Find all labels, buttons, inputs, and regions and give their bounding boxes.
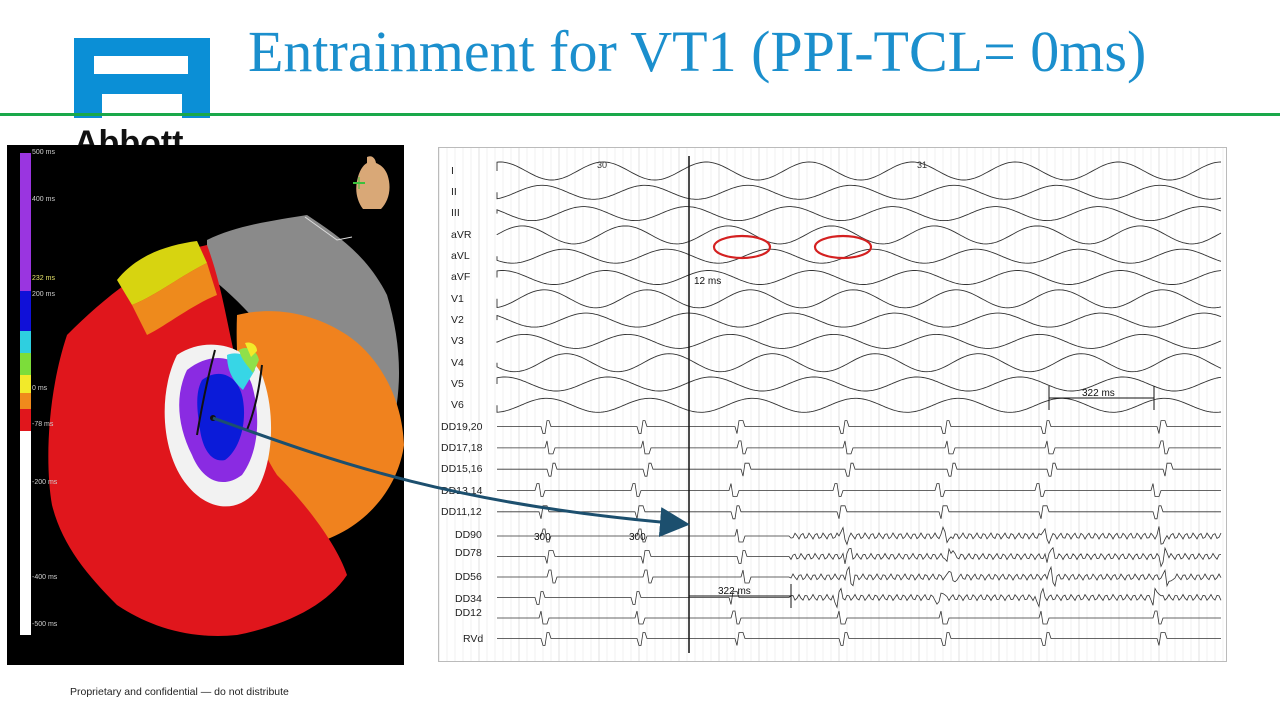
electrogram-panel: 30 31 I II III aVR aVL aVF V1 V2 V3 V4 V… xyxy=(438,147,1227,662)
confidentiality-footer: Proprietary and confidential — do not di… xyxy=(70,686,289,698)
scale-label-200: 200 ms xyxy=(32,291,55,298)
electrogram-trace xyxy=(496,397,1222,413)
slide-title: Entrainment for VT1 (PPI-TCL= 0ms) xyxy=(248,19,1147,84)
electrogram-trace xyxy=(497,610,1221,625)
electrogram-trace xyxy=(496,289,1222,309)
lead-label: DD17,18 xyxy=(441,442,483,454)
lead-label: V4 xyxy=(451,357,464,369)
abbott-logo: Abbott xyxy=(70,32,220,150)
scale-label-232: 232 ms xyxy=(32,275,55,282)
color-scale-bar xyxy=(20,153,31,635)
pacing-interval-label: 300 xyxy=(629,532,646,543)
electrogram-trace xyxy=(496,270,1222,285)
lead-label: III xyxy=(451,207,460,219)
scale-label-500: 500 ms xyxy=(32,149,55,156)
electrogram-trace xyxy=(497,505,1221,520)
scale-label-neg78: -78 ms xyxy=(32,421,54,428)
lead-label: V5 xyxy=(451,378,464,390)
lead-label: DD56 xyxy=(455,571,482,583)
lead-label: DD34 xyxy=(455,593,482,605)
surface-cycle-length-label: 322 ms xyxy=(1082,388,1115,399)
torso-orientation-icon xyxy=(353,156,390,209)
lead-label: V1 xyxy=(451,293,464,305)
electrogram-traces xyxy=(439,148,1224,661)
activation-map-image xyxy=(48,215,404,636)
electrogram-trace xyxy=(497,565,1222,588)
lead-label: I xyxy=(451,165,454,177)
scale-label-400: 400 ms xyxy=(32,196,55,203)
lead-label: DD19,20 xyxy=(441,421,483,433)
electrogram-trace xyxy=(497,587,1222,609)
beat-number-31: 31 xyxy=(917,160,928,170)
beat-number-30: 30 xyxy=(597,160,608,170)
lead-label: aVR xyxy=(451,229,472,241)
pacing-interval-label: 300 xyxy=(534,532,551,543)
lead-label: aVL xyxy=(451,250,470,262)
lead-label: DD15,16 xyxy=(441,463,483,475)
electrogram-trace xyxy=(496,312,1222,328)
electrogram-trace xyxy=(497,546,1222,568)
electrogram-trace xyxy=(496,353,1222,373)
electrogram-trace xyxy=(496,184,1222,200)
electrogram-trace xyxy=(497,440,1221,455)
electrogram-trace xyxy=(497,526,1222,546)
title-rule xyxy=(0,113,1280,116)
lead-label: DD78 xyxy=(455,547,482,559)
lead-label: DD90 xyxy=(455,529,482,541)
activation-map-panel: 500 ms 400 ms 232 ms 200 ms 0 ms -78 ms … xyxy=(7,145,404,665)
electrogram-trace xyxy=(496,376,1222,392)
scale-label-neg200: -200 ms xyxy=(32,479,58,486)
interval-12ms-label: 12 ms xyxy=(694,276,722,287)
lead-label: V3 xyxy=(451,335,464,347)
scale-label-neg500: -500 ms xyxy=(32,621,58,628)
electrogram-trace xyxy=(496,248,1222,264)
lead-label: DD12 xyxy=(455,607,482,619)
electrogram-trace xyxy=(497,462,1221,477)
electrogram-trace xyxy=(497,632,1221,646)
lead-label: V6 xyxy=(451,399,464,411)
ppi-label: 322 ms xyxy=(718,586,751,597)
lead-label: II xyxy=(451,186,457,198)
electrogram-trace xyxy=(496,161,1222,181)
lead-label: RVd xyxy=(463,633,484,645)
scale-label-0: 0 ms xyxy=(32,385,48,392)
lead-label: DD11,12 xyxy=(441,506,482,518)
lead-label: aVF xyxy=(451,271,471,283)
electrogram-trace xyxy=(497,483,1221,497)
abbott-logo-mark xyxy=(74,38,210,118)
scale-label-neg400: -400 ms xyxy=(32,574,58,581)
electrogram-trace xyxy=(496,225,1222,245)
electrogram-trace xyxy=(496,206,1222,222)
electrogram-trace xyxy=(496,333,1222,349)
lead-label: V2 xyxy=(451,314,464,326)
lead-label: DD13,14 xyxy=(441,485,483,497)
electrogram-trace xyxy=(497,420,1221,434)
